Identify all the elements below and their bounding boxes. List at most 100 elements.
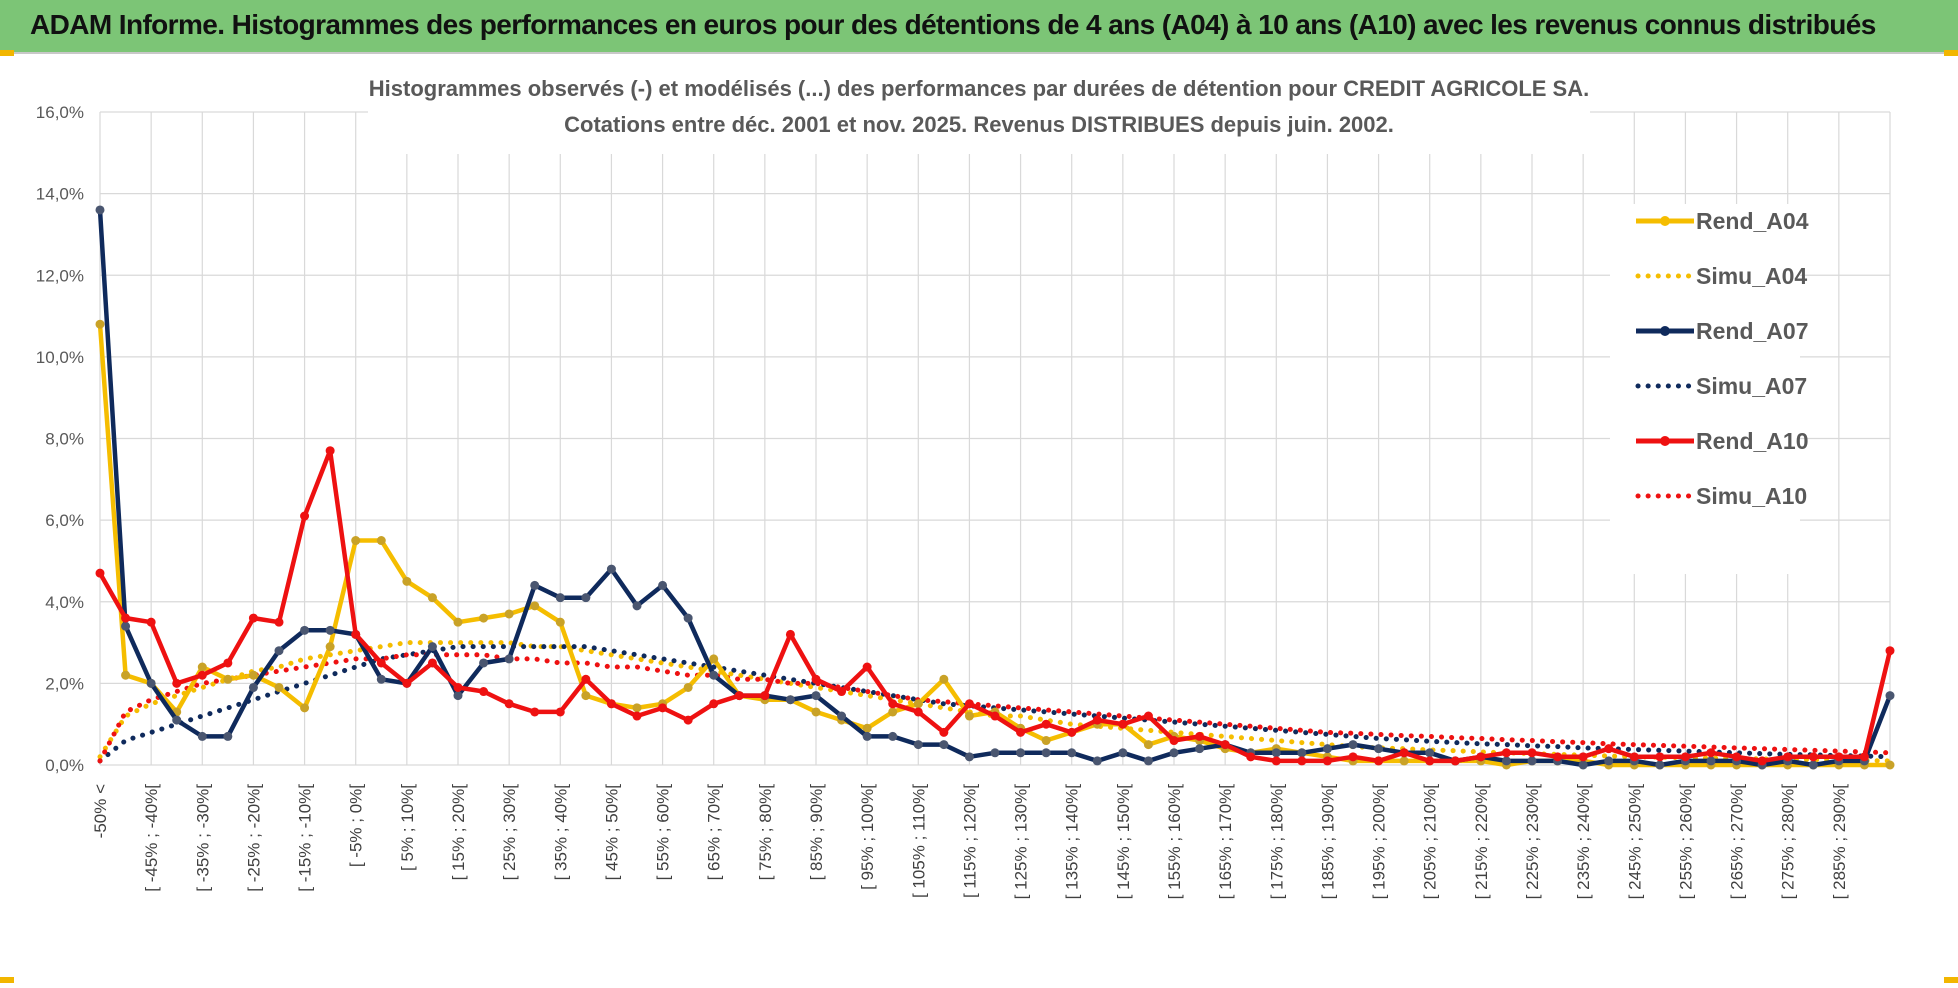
legend-label: Simu_A10 [1696, 483, 1807, 509]
legend-background [1610, 204, 1800, 574]
data-point [1604, 756, 1614, 766]
data-point [1885, 691, 1895, 701]
legend-item: Rend_A07 [1636, 318, 1808, 344]
data-point [223, 658, 233, 668]
data-point [760, 691, 770, 701]
data-point [1374, 756, 1384, 766]
x-tick-label: [ 65% ; 70%[ [705, 784, 724, 881]
data-point [709, 654, 719, 664]
data-point [1553, 752, 1563, 762]
data-point [402, 576, 412, 586]
data-point [1195, 731, 1205, 741]
data-point [632, 711, 642, 721]
data-point [1041, 736, 1051, 746]
x-tick-label: [ 105% ; 110%[ [909, 784, 928, 898]
data-point [888, 731, 898, 741]
data-point [1041, 748, 1051, 758]
data-point [1834, 752, 1844, 762]
data-point [606, 564, 616, 574]
data-point [427, 593, 437, 603]
data-point [351, 629, 361, 639]
x-tick-label: [ -45% ; -40%[ [142, 784, 161, 892]
data-point [658, 580, 668, 590]
data-point [274, 646, 284, 656]
data-point [146, 678, 156, 688]
legend-item: Simu_A10 [1635, 483, 1807, 509]
data-point [888, 699, 898, 709]
y-tick-label: 14,0% [36, 185, 84, 204]
data-point [427, 658, 437, 668]
legend-marker [1660, 216, 1670, 226]
x-tick-label: [ 135% ; 140%[ [1063, 784, 1082, 900]
legend-marker [1660, 326, 1670, 336]
data-point [146, 617, 156, 627]
data-point [837, 687, 847, 697]
x-tick-label: -50% < [91, 784, 110, 838]
data-point [1399, 756, 1409, 766]
data-point [1348, 740, 1358, 750]
title-background [368, 62, 1590, 154]
data-point [1016, 748, 1026, 758]
legend-item: Simu_A04 [1635, 263, 1807, 289]
data-point [223, 731, 233, 741]
x-tick-label: [ 75% ; 80%[ [756, 784, 775, 881]
data-point [1092, 715, 1102, 725]
data-point [1322, 744, 1332, 754]
data-point [1629, 752, 1639, 762]
data-point [197, 662, 207, 672]
report-banner: ADAM Informe. Histogrammes des performan… [0, 0, 1958, 54]
data-point [683, 715, 693, 725]
data-point [1143, 756, 1153, 766]
legend-item: Rend_A04 [1636, 208, 1809, 234]
y-tick-label: 4,0% [45, 593, 84, 612]
data-point [862, 723, 872, 733]
series-simu-a10 [97, 652, 1893, 764]
data-point [1501, 748, 1511, 758]
data-point [248, 682, 258, 692]
data-point [300, 511, 310, 521]
data-point [1271, 748, 1281, 758]
x-axis-ticks: -50% < [ -45% ; -40%[ [ -35% ; -30%[ [ -25%… [91, 784, 1849, 900]
data-point [811, 707, 821, 717]
data-point [1655, 760, 1665, 770]
y-tick-label: 16,0% [36, 103, 84, 122]
data-point [351, 536, 361, 546]
data-point [95, 205, 105, 215]
data-point [964, 699, 974, 709]
data-point [811, 691, 821, 701]
data-point [555, 707, 565, 717]
y-axis-ticks: 0,0% 2,0% 4,0% 6,0% 8,0% 10,0% 12,0% 14,0% 16,0% [36, 103, 84, 775]
data-point [1092, 756, 1102, 766]
x-tick-label: [ -35% ; -30%[ [193, 784, 212, 892]
data-point [1450, 756, 1460, 766]
chart-subtitle: Cotations entre déc. 2001 et nov. 2025. … [564, 112, 1394, 137]
y-tick-label: 12,0% [36, 266, 84, 285]
x-tick-label: [ 285% ; 290%[ [1830, 784, 1849, 900]
data-point [453, 691, 463, 701]
chart-title: Histogrammes observés (-) et modélisés (… [369, 76, 1589, 101]
data-point [862, 731, 872, 741]
x-tick-label: [ 275% ; 280%[ [1779, 784, 1798, 900]
data-point [1706, 748, 1716, 758]
data-point [479, 658, 489, 668]
x-tick-label: [ -25% ; -20%[ [244, 784, 263, 892]
x-tick-label: [ -5% ; 0%[ [347, 784, 366, 867]
data-point [121, 613, 131, 623]
data-point [376, 536, 386, 546]
y-tick-label: 6,0% [45, 511, 84, 530]
x-tick-label: [ 185% ; 190%[ [1318, 784, 1337, 900]
x-tick-label: [ 25% ; 30%[ [500, 784, 519, 881]
data-point [964, 711, 974, 721]
x-tick-label: [ 115% ; 120%[ [960, 784, 979, 898]
x-tick-label: [ -15% ; -10%[ [296, 784, 315, 892]
x-tick-label: [ 165% ; 170%[ [1216, 784, 1235, 900]
data-point [172, 678, 182, 688]
x-tick-label: [ 85% ; 90%[ [807, 784, 826, 881]
data-point [1118, 748, 1128, 758]
data-point [939, 727, 949, 737]
x-tick-label: [ 35% ; 40%[ [551, 784, 570, 881]
corner-mark [0, 977, 14, 983]
corner-mark [1944, 50, 1958, 56]
data-point [197, 670, 207, 680]
data-point [581, 593, 591, 603]
